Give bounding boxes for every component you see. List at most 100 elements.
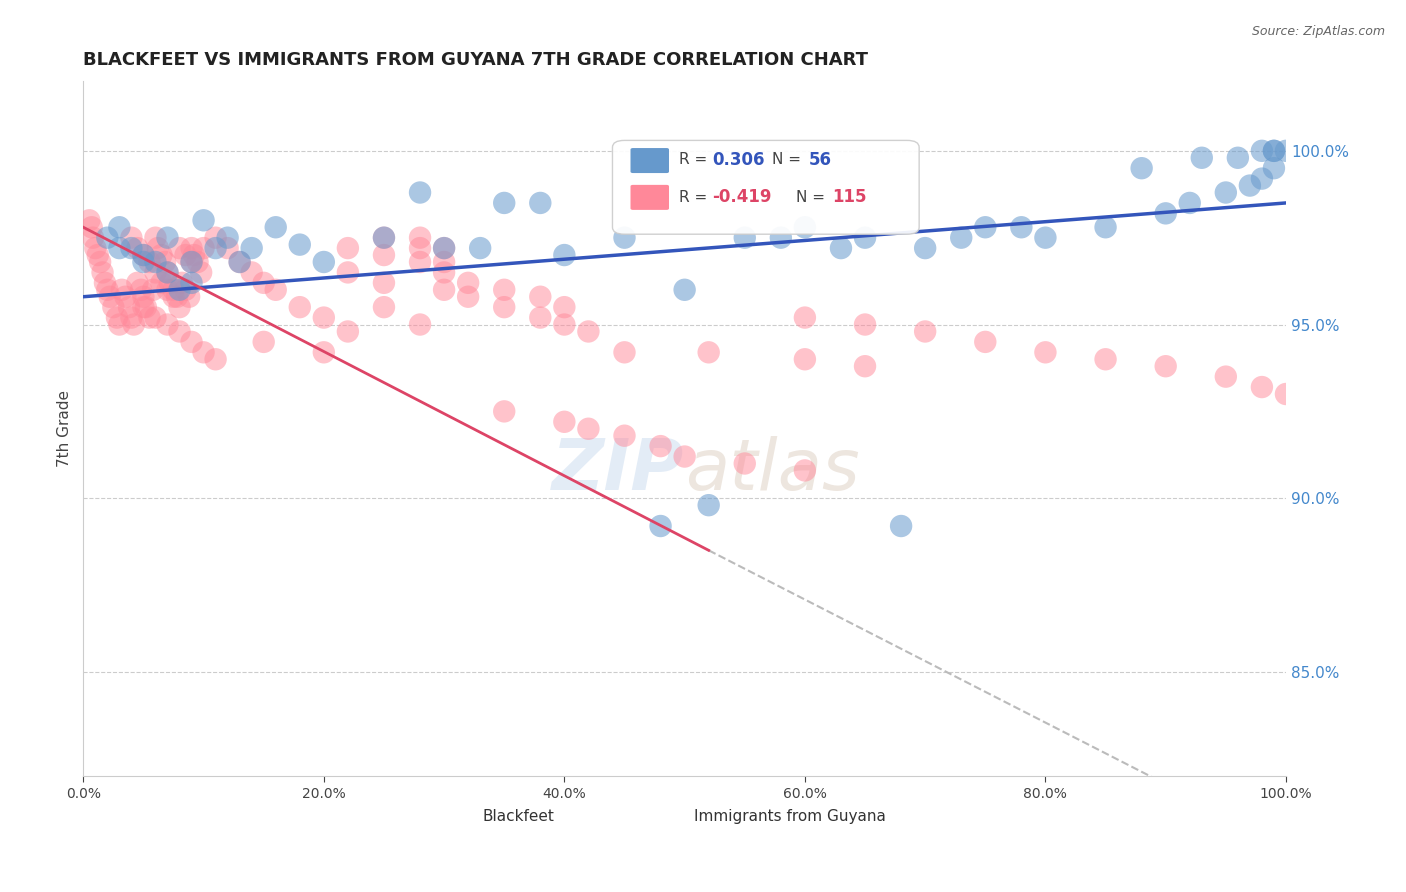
Point bbox=[111, 283, 134, 297]
Point bbox=[950, 230, 973, 244]
Point bbox=[129, 283, 152, 297]
Point bbox=[433, 241, 456, 255]
Point bbox=[1154, 206, 1177, 220]
Point bbox=[138, 255, 160, 269]
Point bbox=[170, 276, 193, 290]
Text: R =: R = bbox=[679, 153, 711, 168]
Point bbox=[1094, 352, 1116, 367]
Point bbox=[96, 283, 118, 297]
Point bbox=[132, 290, 155, 304]
Point bbox=[1275, 387, 1298, 401]
Point bbox=[1010, 220, 1032, 235]
Point bbox=[613, 345, 636, 359]
Point bbox=[169, 283, 191, 297]
Point bbox=[409, 241, 432, 255]
Text: -0.419: -0.419 bbox=[713, 188, 772, 206]
Text: N =: N = bbox=[796, 190, 831, 205]
Point bbox=[830, 241, 852, 255]
Point bbox=[373, 230, 395, 244]
Point bbox=[312, 255, 335, 269]
Point bbox=[187, 255, 209, 269]
Point bbox=[103, 300, 125, 314]
Point bbox=[553, 318, 575, 332]
Point bbox=[288, 237, 311, 252]
Text: Immigrants from Guyana: Immigrants from Guyana bbox=[695, 809, 886, 824]
Point bbox=[553, 248, 575, 262]
Point bbox=[84, 241, 107, 255]
Point bbox=[145, 310, 167, 325]
Point bbox=[162, 283, 184, 297]
Point bbox=[142, 283, 165, 297]
Point bbox=[553, 300, 575, 314]
Point bbox=[974, 334, 997, 349]
Point bbox=[204, 230, 226, 244]
Point bbox=[132, 248, 155, 262]
Point bbox=[650, 519, 672, 533]
Text: Blackfeet: Blackfeet bbox=[482, 809, 554, 824]
Point bbox=[433, 265, 456, 279]
Point bbox=[650, 439, 672, 453]
Point bbox=[433, 241, 456, 255]
Point bbox=[179, 290, 201, 304]
Point bbox=[1275, 144, 1298, 158]
Point bbox=[228, 255, 250, 269]
Point bbox=[145, 255, 167, 269]
Point bbox=[146, 241, 169, 255]
Point bbox=[697, 498, 720, 512]
Point bbox=[127, 241, 149, 255]
Point bbox=[89, 255, 111, 269]
Point bbox=[697, 345, 720, 359]
Point bbox=[132, 248, 155, 262]
Point bbox=[114, 290, 136, 304]
Point bbox=[1154, 359, 1177, 374]
Point bbox=[312, 345, 335, 359]
Point bbox=[336, 241, 359, 255]
Point bbox=[1191, 151, 1213, 165]
Point bbox=[1251, 171, 1274, 186]
Point bbox=[373, 276, 395, 290]
Point bbox=[193, 213, 215, 227]
Point bbox=[204, 352, 226, 367]
Point bbox=[853, 318, 876, 332]
Point bbox=[156, 265, 179, 279]
Point bbox=[409, 318, 432, 332]
Point bbox=[457, 276, 479, 290]
Point bbox=[1251, 380, 1274, 394]
Point bbox=[853, 359, 876, 374]
Point bbox=[228, 255, 250, 269]
Point bbox=[156, 283, 179, 297]
Text: atlas: atlas bbox=[685, 436, 859, 505]
Point bbox=[336, 265, 359, 279]
Point bbox=[264, 220, 287, 235]
Point bbox=[470, 241, 492, 255]
Point bbox=[150, 248, 173, 262]
FancyBboxPatch shape bbox=[658, 805, 685, 828]
Point bbox=[373, 230, 395, 244]
Point bbox=[240, 265, 263, 279]
Point bbox=[253, 276, 276, 290]
Point bbox=[1263, 161, 1285, 176]
Point bbox=[174, 248, 197, 262]
Point bbox=[183, 248, 205, 262]
Point bbox=[529, 310, 551, 325]
FancyBboxPatch shape bbox=[630, 148, 669, 173]
Point bbox=[120, 230, 142, 244]
Point bbox=[180, 255, 202, 269]
Point bbox=[120, 310, 142, 325]
Point bbox=[433, 283, 456, 297]
Point bbox=[457, 290, 479, 304]
Point bbox=[409, 186, 432, 200]
Point bbox=[1263, 144, 1285, 158]
Point bbox=[914, 241, 936, 255]
Point bbox=[217, 241, 239, 255]
Point bbox=[336, 325, 359, 339]
Point bbox=[494, 300, 516, 314]
Point bbox=[180, 255, 202, 269]
Point bbox=[288, 300, 311, 314]
Point bbox=[87, 248, 110, 262]
Point bbox=[793, 310, 815, 325]
Point bbox=[145, 230, 167, 244]
Point bbox=[180, 276, 202, 290]
Point bbox=[79, 213, 101, 227]
Text: R =: R = bbox=[679, 190, 711, 205]
